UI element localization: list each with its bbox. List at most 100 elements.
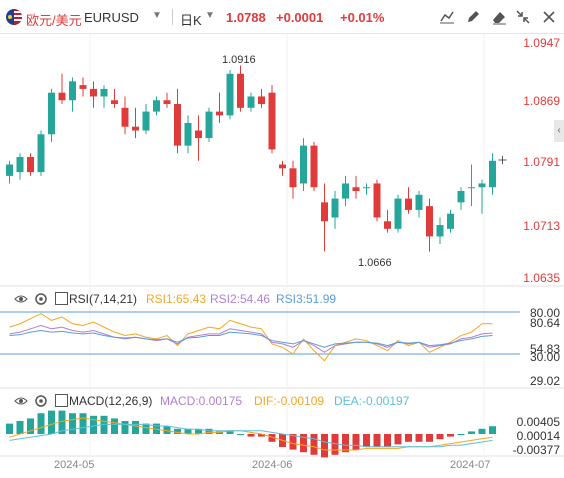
symbol-code[interactable]: EURUSD	[84, 10, 139, 25]
macd-bar	[121, 421, 129, 434]
candle-body	[27, 156, 34, 173]
macd-bar	[415, 434, 423, 442]
macd-bar	[489, 426, 496, 434]
macd-bar	[352, 434, 360, 450]
rsi-axis-label: 54.83	[529, 342, 560, 356]
candle-body	[205, 111, 213, 139]
date-axis-label: 2024-06	[252, 459, 293, 471]
last-price: 1.0788	[226, 10, 266, 25]
macd-bar	[195, 428, 202, 434]
visibility-icon[interactable]	[14, 395, 28, 410]
candle-body	[216, 111, 223, 116]
candle-body	[48, 92, 55, 135]
rsi-axis-label: 29.02	[529, 374, 560, 388]
macd-bar	[321, 434, 328, 458]
macd-bar	[174, 428, 181, 434]
divider	[172, 9, 173, 25]
candle-body	[394, 198, 402, 229]
collapse-panel-icon[interactable]: ‹	[554, 120, 564, 142]
rsi-axis-label: 80.64	[529, 316, 560, 330]
macd-bar	[268, 434, 276, 442]
candle-body	[384, 221, 391, 229]
visibility-icon[interactable]	[14, 293, 28, 308]
rsi1-line	[9, 313, 493, 362]
indicator-toggle-icon[interactable]	[55, 394, 68, 407]
candle-body	[58, 92, 66, 101]
macd-bar	[237, 434, 244, 435]
date-axis-label: 2024-07	[450, 459, 491, 471]
dea-value: DEA:-0.00197	[334, 394, 410, 408]
macd-bar	[90, 415, 97, 434]
macd-bar	[363, 434, 370, 447]
candle-body	[69, 81, 76, 101]
settings-gear-icon[interactable]	[34, 292, 48, 309]
macd-bar	[79, 413, 87, 434]
eu-us-flag-icon	[6, 9, 22, 25]
timeframe-selector[interactable]: 日K	[180, 13, 202, 28]
candle-body	[279, 164, 286, 169]
macd-bar	[426, 434, 433, 442]
candle-body	[100, 88, 108, 97]
pen-icon[interactable]	[464, 8, 482, 26]
macd-axis-label: 0.00014	[516, 429, 560, 443]
symbol-dropdown-icon[interactable]: ▼	[152, 10, 162, 21]
candle-body	[79, 85, 87, 89]
eraser-icon[interactable]	[490, 8, 508, 26]
chevron-down-icon[interactable]: ▼	[205, 10, 215, 21]
macd-bar	[184, 428, 192, 434]
candle-body	[342, 183, 349, 199]
macd-title: MACD(12,26,9)	[69, 394, 153, 408]
date-axis-label: 2024-05	[54, 459, 95, 471]
macd-axis-label: -0.00377	[512, 443, 560, 457]
macd-bar	[373, 434, 381, 447]
candle-body	[289, 168, 297, 188]
candle-body	[16, 156, 24, 173]
macd-bar	[16, 421, 24, 434]
candle-body	[457, 191, 465, 203]
candle-body	[478, 183, 486, 188]
rsi3-value: RSI3:51.99	[276, 292, 337, 306]
candle-body	[468, 187, 475, 189]
macd-bar	[111, 418, 118, 434]
candle-body	[489, 160, 496, 188]
rsi-title: RSI(7,14,21)	[69, 292, 138, 306]
high-annotation: 1.0916	[222, 54, 256, 66]
close-icon[interactable]	[540, 8, 558, 26]
macd-value: MACD:0.00175	[160, 394, 243, 408]
symbol-toolbar: 欧元/美元 EURUSD ▼ 日K ▼ 1.0788 +0.0001 +0.01…	[0, 0, 564, 34]
price-axis-label: 1.0869	[523, 94, 560, 108]
dea-line	[9, 423, 493, 448]
macd-bar	[457, 434, 465, 435]
candle-body	[163, 100, 171, 105]
candle-body	[373, 183, 381, 218]
line-chart-icon[interactable]	[438, 8, 456, 26]
settings-gear-icon[interactable]	[34, 394, 48, 411]
candle-body	[258, 96, 265, 105]
macd-bar	[331, 434, 339, 455]
candle-body	[310, 145, 318, 188]
macd-bar	[289, 434, 297, 450]
macd-bar	[405, 434, 412, 442]
macd-bar	[163, 426, 171, 434]
price-axis-label: 1.0791	[523, 155, 560, 169]
rsi3-line	[9, 329, 493, 348]
candle-body	[111, 100, 118, 105]
macd-bar	[69, 413, 76, 434]
candle-body	[184, 122, 192, 146]
macd-bar	[468, 431, 475, 434]
macd-bar	[258, 434, 265, 437]
candle-body	[415, 194, 423, 210]
candle-body	[142, 111, 150, 131]
shrink-icon[interactable]	[514, 8, 532, 26]
macd-bar	[394, 434, 402, 445]
candle-body	[37, 134, 45, 173]
macd-bar	[205, 428, 213, 434]
macd-bar	[48, 410, 55, 434]
macd-bar	[132, 421, 139, 434]
indicator-toggle-icon[interactable]	[55, 292, 68, 305]
candle-body	[426, 206, 433, 237]
symbol-name[interactable]: 欧元/美元	[26, 13, 82, 28]
candle-body	[405, 198, 412, 210]
candle-body	[331, 198, 339, 218]
